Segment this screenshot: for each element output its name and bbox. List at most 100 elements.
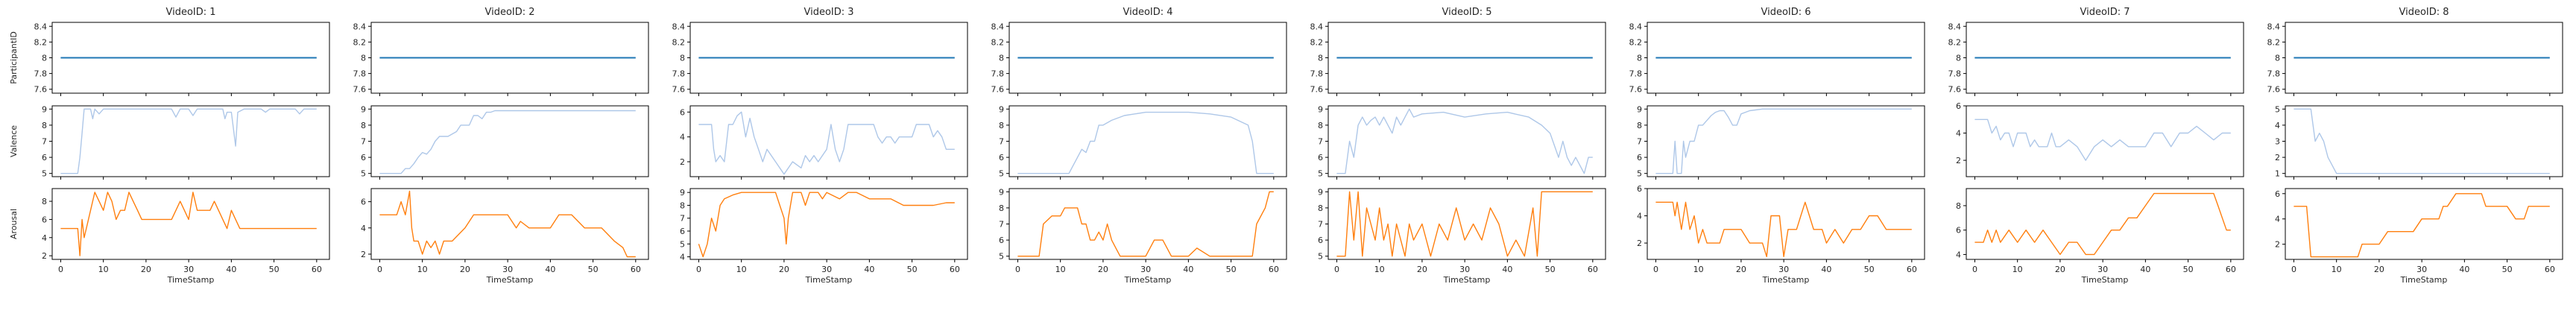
y-tick-label: 4 — [1637, 212, 1642, 221]
x-tick-label: 0 — [1334, 265, 1339, 274]
y-tick-label: 6 — [1637, 153, 1642, 162]
y-tick-label: 9 — [999, 104, 1004, 114]
y-tick-label: 8 — [42, 197, 47, 206]
x-tick-label: 30 — [183, 265, 194, 274]
x-tick-label: 60 — [2226, 265, 2236, 274]
x-tick-label: 30 — [1778, 265, 1789, 274]
y-tick-label: 8 — [680, 54, 685, 63]
y-axis-label: Arousal — [9, 209, 19, 239]
y-tick-label: 7.6 — [2267, 85, 2281, 95]
y-tick-label: 7 — [361, 137, 366, 147]
x-tick-label: 0 — [2291, 265, 2296, 274]
y-tick-label: 5 — [1318, 169, 1323, 179]
x-tick-label: 0 — [1653, 265, 1658, 274]
x-tick-label: 20 — [1736, 265, 1746, 274]
x-tick-label: 0 — [696, 265, 701, 274]
panel-frame — [1966, 105, 2244, 177]
panel-frame — [51, 105, 330, 177]
column-title: VideoID: 8 — [2399, 7, 2449, 18]
participant-panel: 7.6 7.8 8 8.2 8.4 — [1629, 22, 1925, 96]
y-tick-label: 4 — [1956, 129, 1961, 139]
panel-frame — [1008, 105, 1287, 177]
y-tick-label: 7 — [42, 137, 47, 147]
y-tick-label: 9 — [1318, 187, 1323, 197]
y-tick-label: 6 — [1956, 226, 1961, 236]
x-tick-label: 20 — [2374, 265, 2384, 274]
valence-panel: 5 6 7 8 9 — [1318, 104, 1606, 180]
panel-frame — [1647, 105, 1925, 177]
y-tick-label: 8 — [680, 201, 685, 210]
arousal-panel: 2 4 6 8 0 10 20 30 40 50 60 TimeStamp Arousal — [9, 188, 330, 285]
y-tick-label: 6 — [1318, 236, 1323, 245]
y-tick-label: 6 — [680, 227, 685, 236]
y-tick-label: 5 — [2275, 104, 2280, 114]
y-tick-label: 6 — [680, 107, 685, 117]
y-tick-label: 8.4 — [991, 22, 1005, 31]
y-tick-label: 7.8 — [34, 69, 48, 79]
x-tick-label: 40 — [1502, 265, 1512, 274]
y-axis-label: ParticipantID — [9, 31, 19, 84]
y-tick-label: 4 — [680, 253, 685, 262]
x-tick-label: 10 — [1693, 265, 1704, 274]
y-axis-label: Valence — [9, 125, 19, 157]
y-tick-label: 6 — [2275, 189, 2280, 199]
column-title: VideoID: 1 — [165, 7, 215, 18]
arousal-panel: 4 6 8 0 10 20 30 40 50 60 TimeStamp — [1956, 188, 2244, 285]
y-tick-label: 8.4 — [353, 22, 367, 31]
arousal-series-line — [2294, 193, 2550, 258]
x-tick-label: 30 — [2416, 265, 2427, 274]
x-tick-label: 20 — [2055, 265, 2065, 274]
y-tick-label: 7.8 — [1629, 69, 1643, 79]
x-tick-label: 30 — [2097, 265, 2108, 274]
participant-panel: 7.6 7.8 8 8.2 8.4 — [2267, 22, 2563, 96]
y-tick-label: 8 — [361, 121, 366, 130]
valence-series-line — [698, 111, 955, 175]
x-tick-label: 20 — [141, 265, 151, 274]
y-tick-label: 3 — [2275, 137, 2280, 147]
x-tick-label: 60 — [2545, 265, 2555, 274]
participant-panel: 7.6 7.8 8 8.2 8.4 ParticipantID — [9, 22, 330, 96]
y-tick-label: 9 — [42, 104, 47, 114]
panel-frame — [1966, 188, 2244, 260]
valence-panel: 2 4 6 — [680, 105, 968, 180]
arousal-series-line — [60, 192, 317, 256]
y-tick-label: 8 — [42, 54, 47, 63]
x-axis-label: TimeStamp — [805, 275, 853, 285]
y-tick-label: 6 — [42, 215, 47, 224]
y-tick-label: 8.2 — [1629, 37, 1643, 47]
y-tick-label: 4 — [2275, 215, 2280, 224]
arousal-panel: 4 5 6 7 8 9 0 10 20 30 40 50 60 TimeStamp — [680, 188, 968, 285]
panel-frame — [51, 188, 330, 260]
x-tick-label: 10 — [2012, 265, 2023, 274]
panel-frame — [1008, 188, 1287, 260]
x-tick-label: 0 — [58, 265, 63, 274]
y-tick-label: 5 — [999, 252, 1004, 262]
y-tick-label: 8 — [42, 121, 47, 130]
y-tick-label: 2 — [1637, 239, 1642, 248]
column-title: VideoID: 5 — [1442, 7, 1491, 18]
valence-series-line — [1017, 111, 1274, 174]
panel-frame — [1647, 188, 1925, 260]
y-tick-label: 8 — [1318, 203, 1323, 213]
column-title: VideoID: 4 — [1123, 7, 1172, 18]
participant-panel: 7.6 7.8 8 8.2 8.4 — [1948, 22, 2244, 96]
y-tick-label: 8 — [1956, 201, 1961, 211]
y-tick-label: 7.8 — [1310, 69, 1324, 79]
column-title: VideoID: 7 — [2080, 7, 2130, 18]
x-tick-label: 40 — [2459, 265, 2469, 274]
x-tick-label: 0 — [377, 265, 382, 274]
arousal-panel: 5 6 7 8 9 0 10 20 30 40 50 60 TimeStamp — [1318, 187, 1606, 285]
y-tick-label: 8 — [2275, 54, 2280, 63]
y-tick-label: 7 — [1318, 220, 1323, 230]
arousal-series-line — [1974, 192, 2231, 256]
valence-panel: 5 6 7 8 9 — [1637, 104, 1925, 180]
y-tick-label: 6 — [361, 153, 366, 162]
y-tick-label: 9 — [1318, 104, 1323, 114]
y-tick-label: 2 — [1956, 156, 1961, 165]
y-tick-label: 8 — [1318, 54, 1323, 63]
arousal-series-line — [379, 190, 636, 258]
x-tick-label: 30 — [1140, 265, 1151, 274]
y-tick-label: 7.6 — [991, 85, 1005, 95]
y-tick-label: 9 — [680, 188, 685, 198]
